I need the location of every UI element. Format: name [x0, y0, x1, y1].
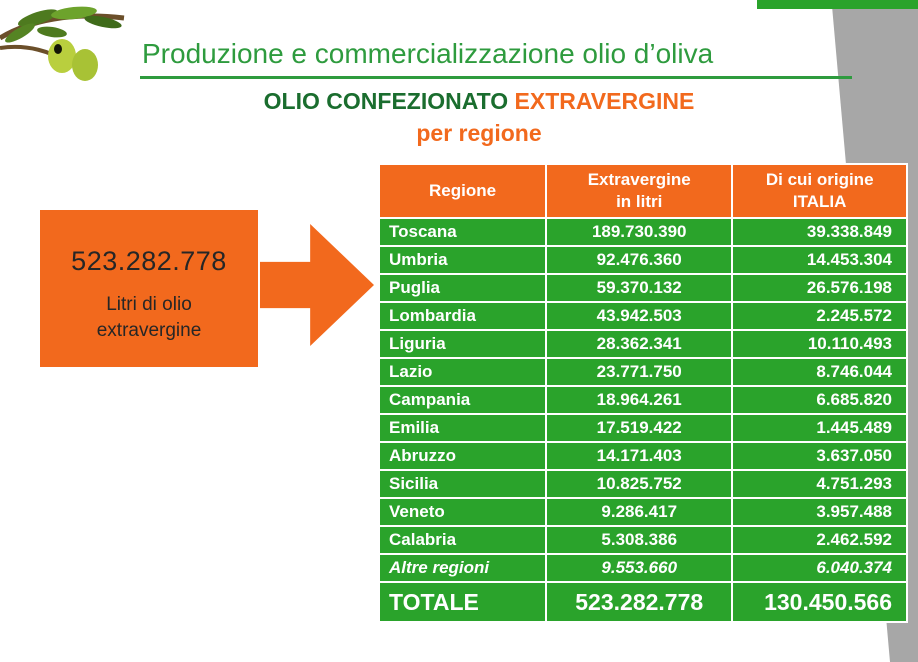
italia-cell: 1.445.489: [731, 413, 908, 443]
total-italia-cell: 130.450.566: [731, 581, 908, 623]
subtitle-olio-confezionato: OLIO CONFEZIONATO: [263, 88, 509, 114]
col-header-origine-italia: Di cui origine ITALIA: [731, 163, 908, 219]
litri-cell: 23.771.750: [545, 357, 734, 387]
region-cell: Toscana: [377, 217, 548, 247]
table-row: Veneto 9.286.417 3.957.488: [377, 497, 908, 527]
litri-cell: 28.362.341: [545, 329, 734, 359]
region-cell: Calabria: [377, 525, 548, 555]
table-row: Abruzzo 14.171.403 3.637.050: [377, 441, 908, 471]
table-row: Sicilia 10.825.752 4.751.293: [377, 469, 908, 499]
litri-cell: 5.308.386: [545, 525, 734, 555]
litri-cell: 9.286.417: [545, 497, 734, 527]
italia-cell: 3.957.488: [731, 497, 908, 527]
olive-branch-icon: [0, 2, 128, 90]
litri-cell: 189.730.390: [545, 217, 734, 247]
italia-cell: 4.751.293: [731, 469, 908, 499]
region-cell: Altre regioni: [377, 553, 548, 583]
litri-cell: 9.553.660: [545, 553, 734, 583]
region-cell: Veneto: [377, 497, 548, 527]
region-cell: Liguria: [377, 329, 548, 359]
table-row: Puglia 59.370.132 26.576.198: [377, 273, 908, 303]
table-row: Liguria 28.362.341 10.110.493: [377, 329, 908, 359]
table-row: Campania 18.964.261 6.685.820: [377, 385, 908, 415]
table-row: Emilia 17.519.422 1.445.489: [377, 413, 908, 443]
col-header-regione: Regione: [377, 163, 548, 219]
region-cell: Campania: [377, 385, 548, 415]
italia-cell: 8.746.044: [731, 357, 908, 387]
subtitle: OLIO CONFEZIONATO EXTRAVERGINE: [40, 88, 918, 115]
region-cell: Sicilia: [377, 469, 548, 499]
callout-label: Litri di olio extravergine: [96, 294, 202, 341]
title-underline: [140, 76, 852, 79]
col-header-extravergine-litri: Extravergine in litri: [545, 163, 734, 219]
italia-cell: 10.110.493: [731, 329, 908, 359]
green-top-strip: [757, 0, 918, 9]
subtitle-per-regione: per regione: [416, 120, 542, 146]
litri-cell: 10.825.752: [545, 469, 734, 499]
total-litri-cell: 523.282.778: [545, 581, 734, 623]
production-table: Regione Extravergine in litri Di cui ori…: [377, 163, 908, 623]
table-header-row: Regione Extravergine in litri Di cui ori…: [377, 163, 908, 219]
litri-cell: 92.476.360: [545, 245, 734, 275]
total-label-cell: TOTALE: [377, 581, 548, 623]
litri-cell: 17.519.422: [545, 413, 734, 443]
table-row: Lazio 23.771.750 8.746.044: [377, 357, 908, 387]
page-title: Produzione e commercializzazione olio d’…: [142, 38, 714, 69]
region-cell: Lombardia: [377, 301, 548, 331]
italia-cell: 2.245.572: [731, 301, 908, 331]
italia-cell: 39.338.849: [731, 217, 908, 247]
region-cell: Emilia: [377, 413, 548, 443]
table-row-altre-regioni: Altre regioni 9.553.660 6.040.374: [377, 553, 908, 583]
region-cell: Abruzzo: [377, 441, 548, 471]
table-row: Calabria 5.308.386 2.462.592: [377, 525, 908, 555]
table-total-row: TOTALE 523.282.778 130.450.566: [377, 581, 908, 623]
italia-cell: 14.453.304: [731, 245, 908, 275]
litri-cell: 14.171.403: [545, 441, 734, 471]
italia-cell: 2.462.592: [731, 525, 908, 555]
arrow-right-shape: [260, 224, 374, 346]
litri-cell: 43.942.503: [545, 301, 734, 331]
callout-box: 523.282.778 Litri di olio extravergine: [40, 210, 258, 367]
italia-cell: 6.685.820: [731, 385, 908, 415]
italia-cell: 26.576.198: [731, 273, 908, 303]
italia-cell: 3.637.050: [731, 441, 908, 471]
callout-value: 523.282.778: [71, 246, 227, 276]
table-row: Toscana 189.730.390 39.338.849: [377, 217, 908, 247]
litri-cell: 59.370.132: [545, 273, 734, 303]
region-cell: Puglia: [377, 273, 548, 303]
table-row: Umbria 92.476.360 14.453.304: [377, 245, 908, 275]
table-row: Lombardia 43.942.503 2.245.572: [377, 301, 908, 331]
region-cell: Umbria: [377, 245, 548, 275]
litri-cell: 18.964.261: [545, 385, 734, 415]
italia-cell: 6.040.374: [731, 553, 908, 583]
region-cell: Lazio: [377, 357, 548, 387]
subtitle-extravergine: EXTRAVERGINE: [514, 88, 695, 114]
